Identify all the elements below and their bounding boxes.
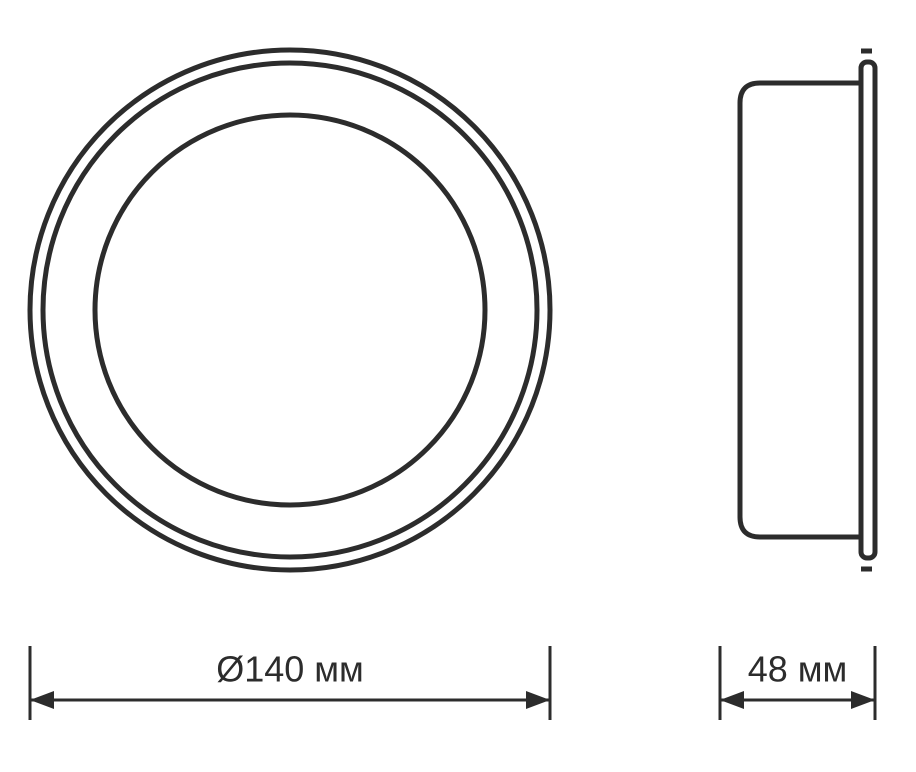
front-ring-outer xyxy=(43,63,537,557)
side-body-profile xyxy=(740,83,861,537)
dimension-label: 48 мм xyxy=(748,649,848,690)
dimension-arrowhead xyxy=(720,691,744,709)
front-outer-circle xyxy=(30,50,550,570)
side-mounting-plate xyxy=(861,62,875,558)
front-ring-inner xyxy=(95,115,485,505)
dimension-arrowhead xyxy=(30,691,54,709)
dimension-label: Ø140 мм xyxy=(216,649,364,690)
dimension-arrowhead xyxy=(526,691,550,709)
dimension-arrowhead xyxy=(851,691,875,709)
